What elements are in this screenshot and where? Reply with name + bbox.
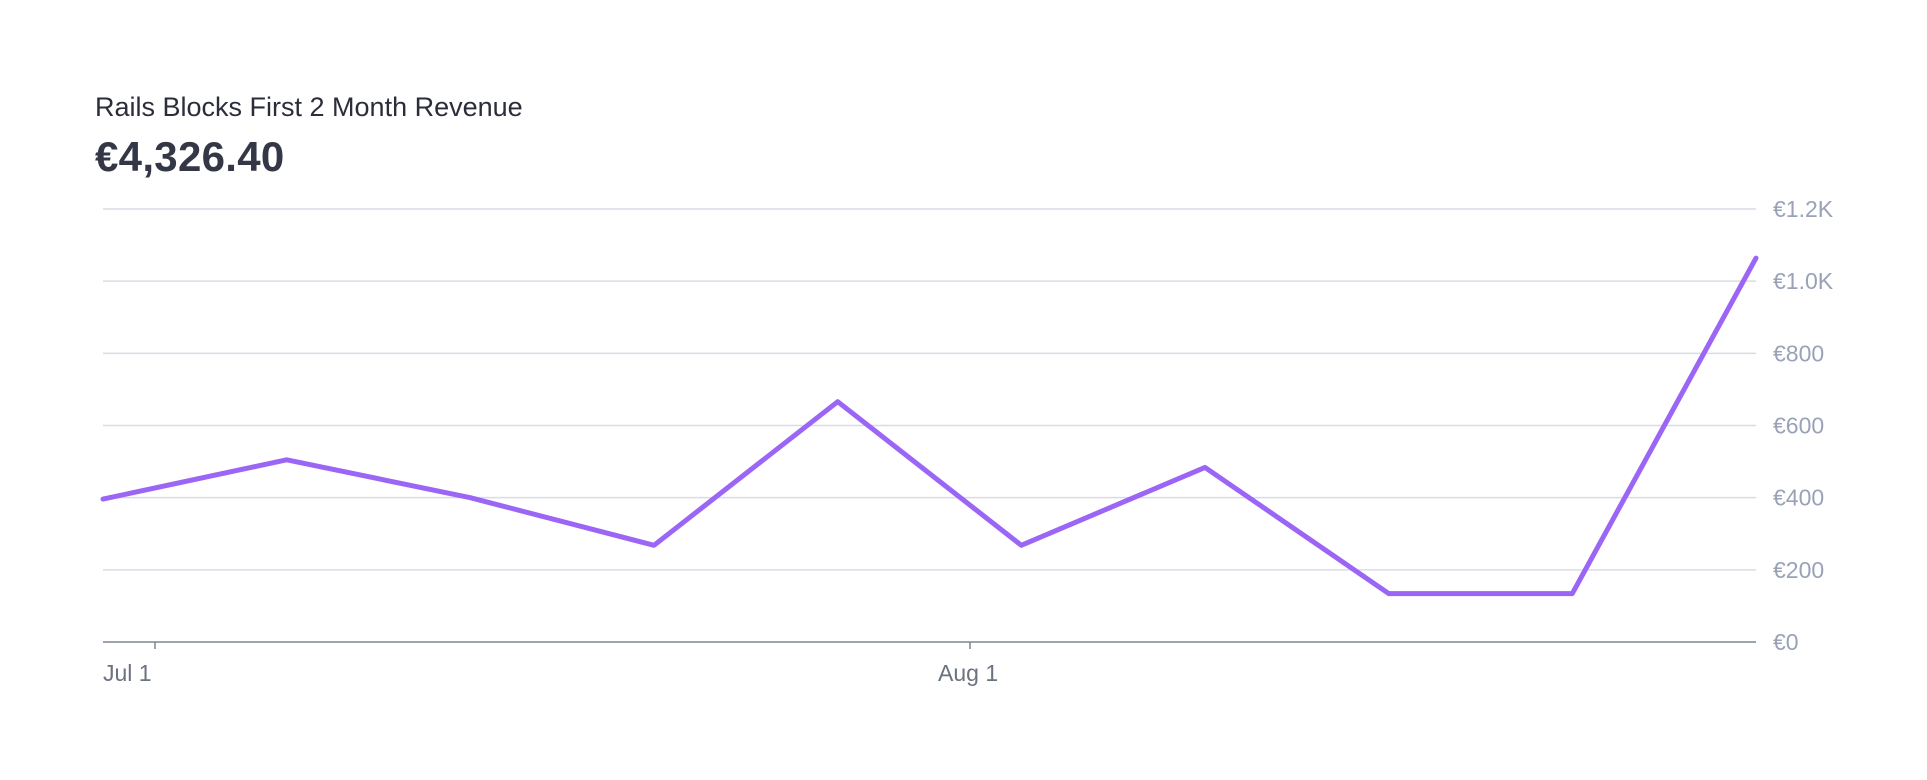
y-tick-label: €0 (1773, 629, 1799, 655)
y-tick-label: €1.2K (1773, 196, 1834, 222)
y-tick-label: €200 (1773, 557, 1824, 583)
x-axis: Jul 1 Aug 1 (103, 641, 1756, 686)
y-axis-tick-labels: €0 €200 €400 €600 €800 €1.0K €1.2K (1773, 196, 1834, 655)
revenue-series-line (100, 255, 1759, 597)
x-tick-label: Aug 1 (938, 660, 998, 686)
total-revenue-value: €4,326.40 (95, 133, 285, 180)
chart-title: Rails Blocks First 2 Month Revenue (95, 92, 523, 122)
grid-lines (103, 208, 1756, 571)
series-layer (100, 255, 1759, 597)
x-tick-label: Jul 1 (103, 660, 152, 686)
y-tick-label: €800 (1773, 340, 1824, 366)
y-tick-label: €400 (1773, 485, 1824, 511)
y-tick-label: €600 (1773, 413, 1824, 439)
y-tick-label: €1.0K (1773, 268, 1834, 294)
